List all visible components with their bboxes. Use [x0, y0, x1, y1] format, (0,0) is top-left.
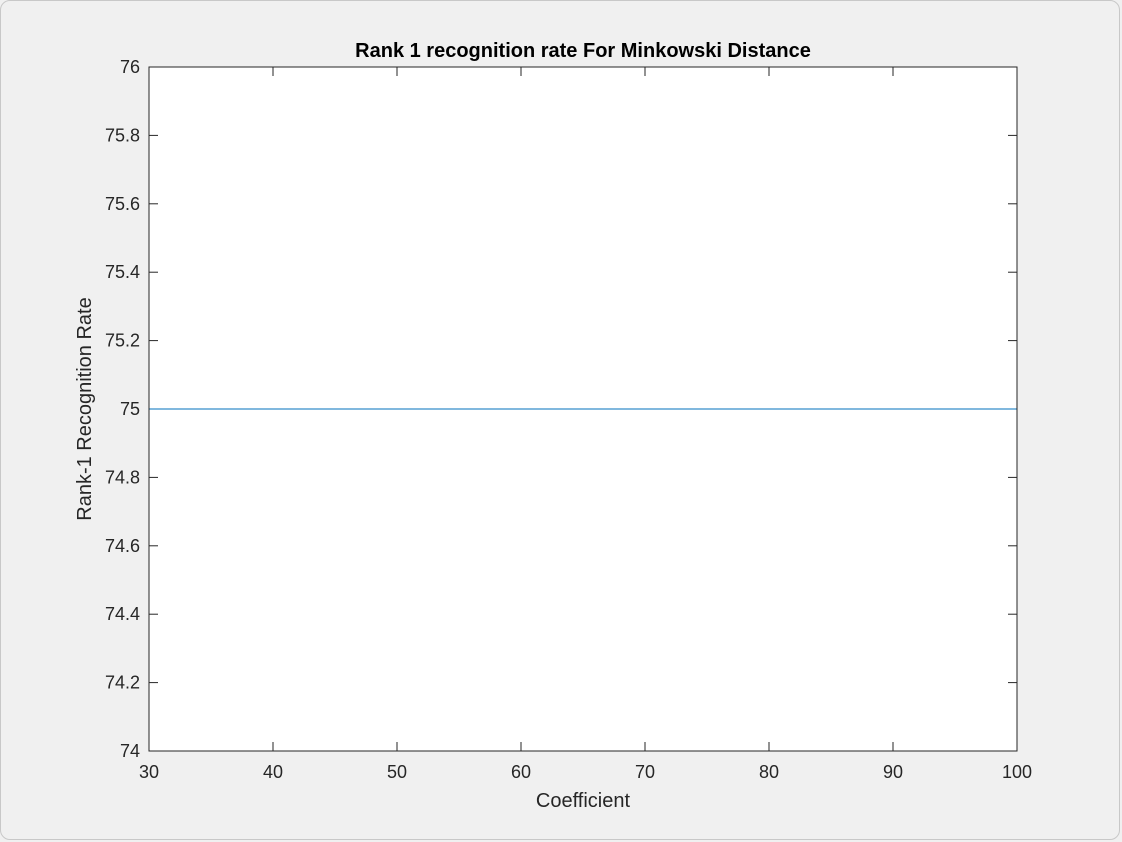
x-tick-label: 60 [511, 762, 531, 782]
y-tick-label: 75.2 [105, 331, 140, 351]
x-tick-label: 50 [387, 762, 407, 782]
y-tick-label: 74 [120, 741, 140, 761]
tick-labels-layer: 30 40 50 60 70 80 90 100 74 74.2 74.4 74.6 74.8 75 75.… [105, 57, 1032, 782]
axes-box [148, 66, 1018, 752]
x-tick-label: 80 [759, 762, 779, 782]
x-tick-label: 90 [883, 762, 903, 782]
y-tick-label: 74.2 [105, 673, 140, 693]
y-tick-label: 75.6 [105, 194, 140, 214]
y-tick-label: 75.8 [105, 125, 140, 145]
y-axis-label: Rank-1 Recognition Rate [74, 297, 96, 520]
y-tick-label: 74.6 [105, 536, 140, 556]
x-tick-label: 100 [1002, 762, 1032, 782]
x-tick-label: 30 [139, 762, 159, 782]
x-axis-label: Coefficient [536, 790, 631, 812]
chart-title: Rank 1 recognition rate For Minkowski Di… [355, 40, 811, 62]
y-tick-label: 76 [120, 57, 140, 77]
y-tick-label: 74.8 [105, 467, 140, 487]
y-tick-label: 75.4 [105, 262, 140, 282]
x-tick-label: 40 [263, 762, 283, 782]
x-tick-label: 70 [635, 762, 655, 782]
ticks-layer [148, 66, 1018, 752]
y-tick-label: 75 [120, 399, 140, 419]
y-tick-label: 74.4 [105, 604, 140, 624]
